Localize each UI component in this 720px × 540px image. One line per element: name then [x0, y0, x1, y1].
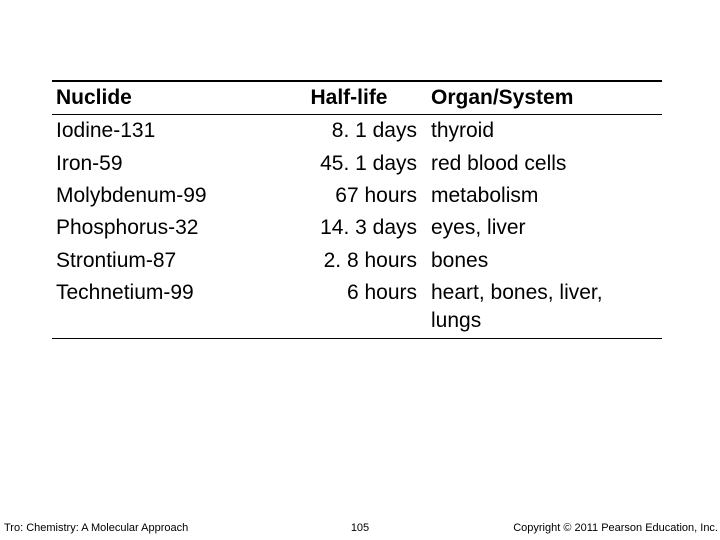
cell-nuclide: Iodine-131	[52, 115, 277, 148]
table-row: Phosphorus-32 14. 3 days eyes, liver	[52, 212, 662, 244]
nuclide-table: Nuclide Half-life Organ/System Iodine-13…	[52, 80, 662, 339]
table-row: Molybdenum-99 67 hours metabolism	[52, 180, 662, 212]
cell-halflife: 2. 8 hours	[277, 245, 427, 277]
table-header-row: Nuclide Half-life Organ/System	[52, 81, 662, 115]
col-header-nuclide: Nuclide	[52, 81, 277, 115]
cell-halflife: 45. 1 days	[277, 148, 427, 180]
cell-organ: metabolism	[427, 180, 662, 212]
cell-organ: red blood cells	[427, 148, 662, 180]
col-header-halflife: Half-life	[277, 81, 427, 115]
col-header-organ: Organ/System	[427, 81, 662, 115]
nuclide-table-container: Nuclide Half-life Organ/System Iodine-13…	[52, 80, 662, 339]
cell-organ: heart, bones, liver, lungs	[427, 277, 662, 338]
cell-nuclide: Strontium-87	[52, 245, 277, 277]
table-row: Strontium-87 2. 8 hours bones	[52, 245, 662, 277]
cell-nuclide: Phosphorus-32	[52, 212, 277, 244]
table-body: Iodine-131 8. 1 days thyroid Iron-59 45.…	[52, 115, 662, 338]
table-row: Technetium-99 6 hours heart, bones, live…	[52, 277, 662, 338]
cell-nuclide: Iron-59	[52, 148, 277, 180]
cell-nuclide: Technetium-99	[52, 277, 277, 338]
cell-organ: thyroid	[427, 115, 662, 148]
table-row: Iron-59 45. 1 days red blood cells	[52, 148, 662, 180]
cell-halflife: 14. 3 days	[277, 212, 427, 244]
cell-organ: eyes, liver	[427, 212, 662, 244]
cell-halflife: 6 hours	[277, 277, 427, 338]
cell-halflife: 67 hours	[277, 180, 427, 212]
cell-halflife: 8. 1 days	[277, 115, 427, 148]
cell-organ: bones	[427, 245, 662, 277]
cell-nuclide: Molybdenum-99	[52, 180, 277, 212]
footer-copyright: Copyright © 2011 Pearson Education, Inc.	[513, 522, 718, 534]
table-row: Iodine-131 8. 1 days thyroid	[52, 115, 662, 148]
